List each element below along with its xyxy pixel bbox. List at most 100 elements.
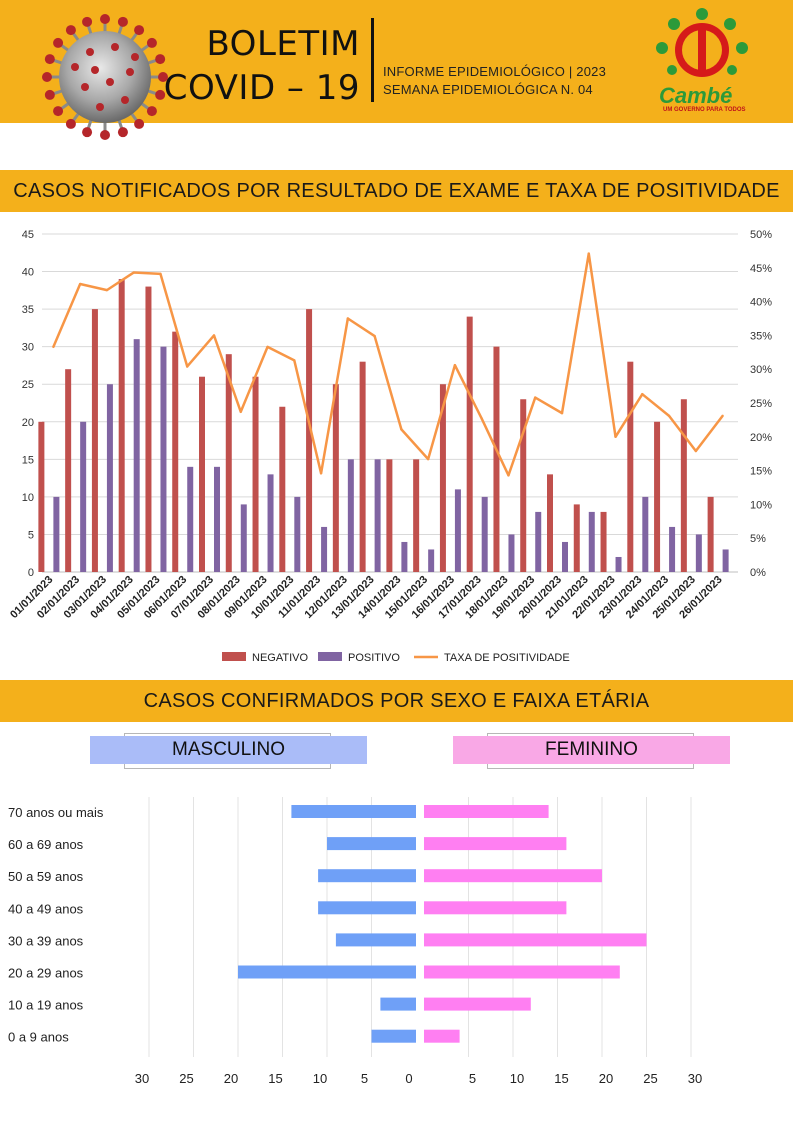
- positivity-point: [78, 282, 82, 286]
- y2-tick-label: 20%: [750, 432, 772, 444]
- age-group-label: 60 a 69 anos: [8, 837, 84, 852]
- age-group-label: 20 a 29 anos: [8, 966, 84, 981]
- virus-protein: [111, 43, 119, 51]
- virus-spike-tip: [44, 54, 55, 65]
- y2-tick-label: 35%: [750, 330, 772, 342]
- x-tick-label: 25: [643, 1071, 657, 1086]
- logo-tagline: UM GOVERNO PARA TODOS: [663, 107, 746, 113]
- bar-positivo: [669, 526, 676, 572]
- age-group-label: 10 a 19 anos: [8, 998, 84, 1013]
- bar-negativo: [413, 459, 420, 572]
- bar-feminino: [424, 869, 602, 883]
- positivity-point: [239, 410, 242, 413]
- header-band: BOLETIM COVID – 19 INFORME EPIDEMIOLÓGIC…: [0, 0, 793, 140]
- positivity-point: [721, 414, 724, 418]
- positivity-point: [293, 359, 296, 362]
- bar-negativo: [439, 384, 446, 572]
- bulletin-title-line2: COVID – 19: [163, 68, 360, 108]
- bar-positivo: [80, 421, 87, 572]
- bar-negativo: [65, 369, 72, 572]
- y2-tick-label: 15%: [750, 466, 772, 478]
- bar-negativo: [145, 286, 152, 572]
- bar-positivo: [722, 549, 729, 572]
- y-tick-label: 0: [28, 567, 34, 579]
- virus-spike-tip: [146, 106, 157, 117]
- positivity-point: [346, 317, 350, 320]
- chart1-title: CASOS NOTIFICADOS POR RESULTADO DE EXAME…: [0, 170, 793, 212]
- virus-protein: [106, 78, 114, 86]
- virus-spike-tip: [155, 89, 166, 100]
- bar-negativo: [91, 309, 98, 572]
- bar-positivo: [240, 504, 247, 572]
- bar-negativo: [279, 406, 286, 572]
- bar-negativo: [520, 399, 527, 572]
- positivity-point: [667, 414, 671, 418]
- y-tick-label: 45: [22, 229, 34, 241]
- male-label: MASCULINO: [90, 736, 367, 764]
- bar-feminino: [424, 805, 549, 818]
- virus-spike-tip: [82, 16, 93, 27]
- bar-negativo: [654, 421, 661, 572]
- virus-spike-tip: [158, 72, 168, 82]
- virus-spike-tip: [117, 16, 128, 27]
- bar-positivo: [106, 384, 113, 572]
- positivity-point: [159, 272, 162, 276]
- positivity-point: [105, 288, 109, 292]
- y2-tick-label: 45%: [750, 263, 772, 275]
- bar-masculino: [327, 837, 416, 851]
- virus-protein: [126, 68, 134, 76]
- bar-positivo: [374, 459, 381, 572]
- bar-positivo: [53, 496, 60, 572]
- positivity-point: [319, 472, 323, 475]
- x-tick-label: 30: [688, 1071, 702, 1086]
- bar-positivo: [401, 541, 408, 572]
- female-label: FEMININO: [453, 736, 730, 764]
- virus-spike-tip: [44, 89, 55, 100]
- virus-spike-tip: [82, 127, 93, 138]
- positivity-point: [560, 411, 564, 415]
- x-tick-label: 30: [135, 1071, 149, 1086]
- legend-swatch: [222, 652, 246, 661]
- bar-positivo: [321, 526, 328, 572]
- virus-protein: [96, 103, 104, 111]
- positivity-point: [426, 457, 430, 461]
- x-tick-label: 10: [510, 1071, 524, 1086]
- positivity-point: [534, 396, 537, 399]
- y-tick-label: 25: [22, 379, 34, 391]
- virus-protein: [121, 96, 129, 104]
- virus-spike-tip: [100, 14, 110, 24]
- virus-protein: [91, 66, 99, 74]
- cases-by-sex-age-chart: 70 anos ou mais 60 a 69 anos 50 a 59 anos 4…: [8, 797, 702, 1086]
- virus-spike-tip: [134, 118, 145, 129]
- y-tick-label: 35: [22, 304, 34, 316]
- cambe-logo-icon: [656, 8, 748, 77]
- bar-negativo: [38, 421, 45, 572]
- bar-negativo: [493, 346, 500, 572]
- bar-masculino: [335, 933, 416, 947]
- legend-swatch: [318, 652, 342, 661]
- virus-protein: [71, 63, 79, 71]
- bar-negativo: [172, 331, 179, 572]
- header-divider: [371, 18, 374, 102]
- positivity-point: [480, 417, 483, 420]
- bar-feminino: [424, 837, 567, 851]
- positivity-point: [694, 449, 698, 453]
- virus-spike-tip: [65, 25, 76, 36]
- age-group-label: 40 a 49 anos: [8, 901, 84, 916]
- bar-positivo: [347, 459, 354, 572]
- positivity-point: [400, 428, 403, 431]
- x-tick-label: 0: [405, 1071, 412, 1086]
- bar-masculino: [371, 1029, 416, 1043]
- positivity-point: [132, 271, 135, 274]
- age-group-label: 70 anos ou mais: [8, 805, 104, 820]
- bar-negativo: [118, 279, 125, 572]
- virus-protein: [131, 53, 139, 61]
- bar-masculino: [318, 901, 416, 915]
- coronavirus-icon: [42, 14, 168, 140]
- x-tick-label: 20: [599, 1071, 613, 1086]
- bar-negativo: [680, 399, 687, 572]
- bar-positivo: [214, 466, 220, 572]
- y-tick-label: 10: [22, 492, 34, 504]
- bar-negativo: [600, 511, 607, 572]
- y2-tick-label: 50%: [750, 229, 772, 241]
